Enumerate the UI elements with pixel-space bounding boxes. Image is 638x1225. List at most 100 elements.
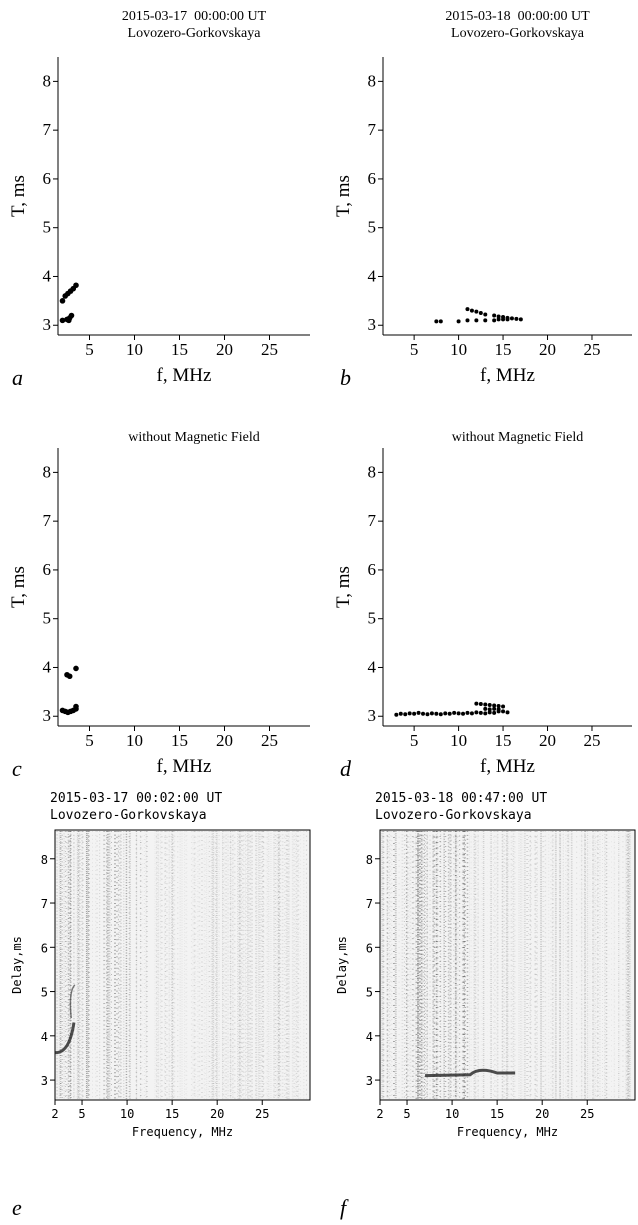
panel-title: Lovozero-Gorkovskaya [375, 808, 532, 823]
data-point [447, 711, 452, 716]
data-point [438, 712, 443, 717]
data-point [496, 314, 501, 319]
data-point [505, 710, 510, 715]
data-point [487, 710, 492, 715]
panel-title: 2015-03-18 00:00:00 UT [445, 9, 590, 24]
data-point [434, 711, 439, 716]
y-tick-label: 6 [43, 560, 52, 579]
y-axis-label: T, ms [8, 175, 29, 217]
y-tick-label: 3 [366, 1074, 373, 1088]
panel-title: 2015-03-17 00:00:00 UT [122, 9, 267, 24]
x-tick-label: 10 [445, 1107, 459, 1121]
x-tick-label: 5 [78, 1107, 85, 1121]
x-tick-label: 20 [539, 731, 556, 750]
x-tick-label: 20 [216, 340, 233, 359]
panel-letter: c [12, 756, 22, 781]
panel-letter: b [340, 365, 351, 390]
y-tick-label: 6 [41, 941, 48, 955]
data-point [496, 704, 501, 709]
data-point [483, 312, 488, 317]
data-point [421, 711, 426, 716]
data-point [483, 702, 488, 707]
panel-letter: d [340, 756, 352, 781]
data-point [487, 707, 492, 712]
panel-title: Lovozero-Gorkovskaya [128, 26, 262, 41]
x-tick-label: 10 [126, 340, 143, 359]
x-tick-label: 5 [85, 731, 94, 750]
x-axis-label: f, MHz [157, 756, 212, 777]
y-tick-label: 7 [368, 511, 377, 530]
y-tick-label: 4 [43, 266, 52, 285]
data-point [425, 712, 430, 717]
x-tick-label: 5 [410, 731, 419, 750]
data-point [443, 711, 448, 716]
data-point [66, 673, 73, 680]
data-point [487, 703, 492, 708]
data-point [407, 711, 412, 716]
panel-title: Lovozero-Gorkovskaya [451, 26, 585, 41]
y-tick-label: 4 [41, 1030, 48, 1044]
data-point [73, 282, 79, 289]
y-tick-label: 3 [368, 315, 377, 334]
data-point [483, 711, 488, 716]
data-point [478, 702, 483, 707]
data-point [398, 711, 403, 716]
panel-letter: e [12, 1195, 22, 1220]
y-axis-label: Delay,ms [335, 936, 349, 994]
y-tick-label: 6 [366, 941, 373, 955]
y-tick-label: 5 [368, 609, 377, 628]
panel-title: without Magnetic Field [452, 430, 583, 445]
y-tick-label: 8 [41, 853, 48, 867]
data-point [465, 710, 470, 715]
data-point [501, 704, 506, 709]
data-point [394, 712, 399, 717]
y-tick-label: 8 [366, 853, 373, 867]
data-point [509, 316, 514, 321]
y-tick-label: 5 [43, 218, 52, 237]
x-tick-label: 15 [171, 731, 188, 750]
y-tick-label: 7 [366, 897, 373, 911]
y-tick-label: 6 [368, 560, 377, 579]
data-point [492, 710, 497, 715]
y-tick-label: 7 [41, 897, 48, 911]
data-point [478, 710, 483, 715]
data-point [434, 319, 439, 324]
y-tick-label: 5 [43, 609, 52, 628]
data-point [483, 706, 488, 711]
y-tick-label: 8 [43, 71, 52, 90]
data-point [496, 707, 501, 712]
x-tick-label: 15 [495, 340, 512, 359]
data-point [478, 311, 483, 316]
data-point [66, 317, 72, 324]
x-tick-label: 20 [216, 731, 233, 750]
y-tick-label: 5 [41, 986, 48, 1000]
panel-title: Lovozero-Gorkovskaya [50, 808, 207, 823]
y-tick-label: 6 [368, 169, 377, 188]
data-point [483, 318, 488, 323]
x-tick-label: 25 [255, 1107, 269, 1121]
x-tick-label: 25 [261, 731, 278, 750]
y-axis-label: T, ms [8, 566, 29, 608]
data-point [461, 711, 466, 716]
y-tick-label: 7 [43, 120, 52, 139]
data-point [465, 318, 470, 323]
ionogram-background [379, 829, 636, 1101]
data-point [452, 710, 457, 715]
data-point [492, 703, 497, 708]
data-point [416, 710, 421, 715]
x-tick-label: 25 [261, 340, 278, 359]
data-point [469, 308, 474, 313]
panel-title: without Magnetic Field [128, 430, 259, 445]
x-tick-label: 25 [580, 1107, 594, 1121]
panel-letter: a [12, 365, 23, 390]
data-point [456, 319, 461, 324]
data-point [429, 711, 434, 716]
x-tick-label: 2 [51, 1107, 58, 1121]
data-point [492, 318, 497, 323]
x-tick-label: 10 [450, 340, 467, 359]
data-point [73, 703, 79, 710]
echo-trace [54, 1022, 76, 1055]
y-tick-label: 3 [368, 706, 377, 725]
x-tick-label: 10 [450, 731, 467, 750]
x-tick-label: 25 [583, 340, 600, 359]
